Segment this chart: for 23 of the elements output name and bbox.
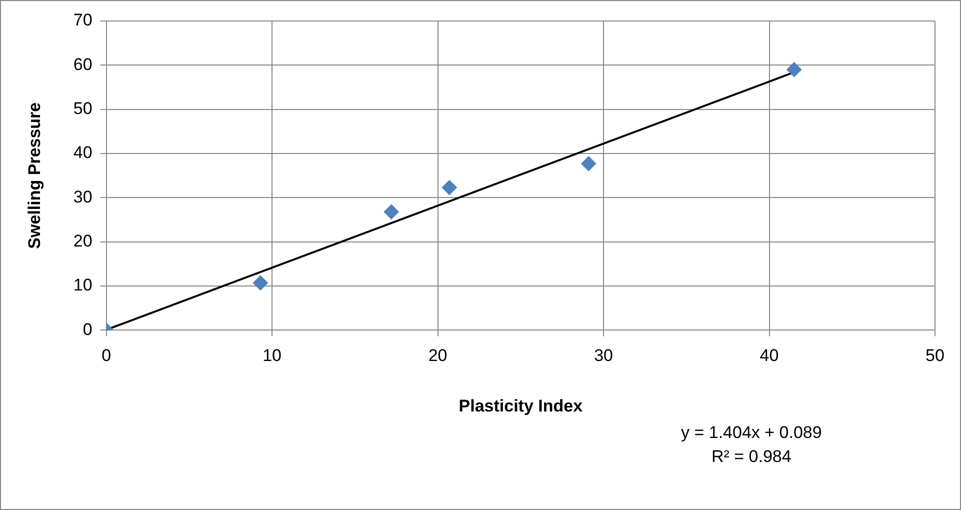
point	[786, 62, 802, 78]
x-tick-label: 10	[262, 346, 282, 366]
x-tick-label: 50	[926, 346, 944, 366]
point	[252, 275, 268, 290]
x-tick-label: 30	[594, 346, 613, 366]
x-tick-label: 40	[760, 346, 779, 366]
point	[384, 204, 399, 220]
y-tick-label: 40	[73, 143, 92, 162]
y-tick-label: 10	[73, 276, 92, 295]
x-axis-title: Plasticity Index	[458, 396, 584, 416]
y-tick-label: 30	[73, 187, 92, 206]
y-tick-label: 20	[73, 232, 92, 251]
point	[581, 156, 596, 172]
y-tick-label: 60	[73, 54, 92, 74]
point	[442, 180, 457, 196]
y-tick-label: 50	[73, 99, 92, 118]
text: y = 1.404x + 0.089	[681, 422, 822, 444]
x-tick-label: 0	[102, 346, 112, 366]
y-axis-title: Swelling Pressure	[24, 102, 44, 249]
y-tick-label: 70	[73, 10, 92, 30]
x-tick-label: 20	[428, 346, 448, 366]
text: R² = 0.984	[710, 446, 792, 468]
y-tick-label: 0	[82, 320, 92, 339]
